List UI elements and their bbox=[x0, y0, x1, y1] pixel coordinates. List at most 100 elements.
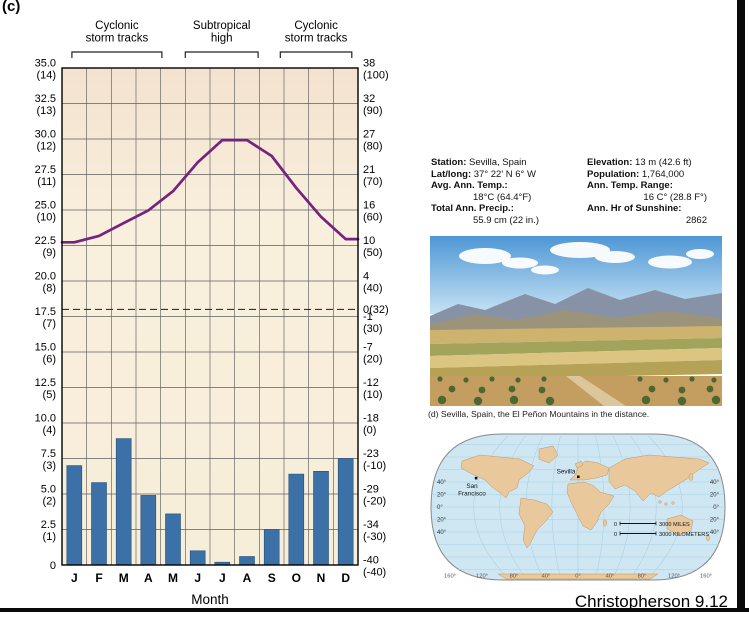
svg-text:Sevilla: Sevilla bbox=[557, 469, 576, 476]
sevilla-photo-svg bbox=[430, 236, 722, 406]
svg-text:J: J bbox=[194, 571, 201, 585]
svg-text:-23: -23 bbox=[363, 448, 379, 460]
svg-text:32: 32 bbox=[363, 93, 375, 105]
precip-bar bbox=[115, 438, 132, 566]
svg-text:(100): (100) bbox=[363, 70, 389, 82]
svg-text:(60): (60) bbox=[363, 212, 383, 224]
map-lon-labels: 160° 120° 80° 40° 0° 40° 80° 120° 160° bbox=[444, 574, 712, 580]
plot-border bbox=[61, 67, 359, 566]
station-col2: Elevation: 13 m (42.6 ft) Population: 1,7… bbox=[587, 157, 733, 227]
svg-text:(-10): (-10) bbox=[363, 460, 386, 472]
svg-text:(14): (14) bbox=[36, 70, 56, 82]
svg-text:-1: -1 bbox=[363, 311, 373, 323]
svg-text:(12): (12) bbox=[36, 141, 56, 153]
svg-text:22.5: 22.5 bbox=[35, 235, 56, 247]
svg-text:(2): (2) bbox=[43, 496, 56, 508]
precip-bar bbox=[313, 470, 329, 566]
photo-clouds bbox=[459, 242, 714, 275]
svg-text:20.0: 20.0 bbox=[35, 271, 56, 283]
svg-text:D: D bbox=[341, 571, 350, 585]
station-line: Lat/long: 37° 22' N 6° W bbox=[431, 168, 536, 180]
svg-text:-40: -40 bbox=[363, 555, 379, 567]
svg-text:10: 10 bbox=[363, 235, 375, 247]
precip-bar bbox=[165, 513, 181, 566]
svg-text:10.0: 10.0 bbox=[35, 413, 56, 425]
svg-text:(30): (30) bbox=[363, 323, 383, 335]
san-francisco-marker bbox=[474, 476, 478, 480]
svg-text:(90): (90) bbox=[363, 105, 383, 117]
station-col1: Station: Sevilla, Spain Lat/long: 37° 22'… bbox=[431, 157, 577, 227]
svg-text:5.0: 5.0 bbox=[41, 484, 56, 496]
svg-text:A: A bbox=[243, 571, 252, 585]
svg-text:16: 16 bbox=[363, 200, 375, 212]
svg-text:(11): (11) bbox=[37, 176, 56, 188]
station-line: 16 C° (28.8 F°) bbox=[643, 191, 707, 203]
photo-track bbox=[566, 376, 626, 406]
photo-olive-trees bbox=[437, 376, 721, 406]
world-map-svg: San Francisco Sevilla 40° 20° 0° 20° 40°… bbox=[430, 433, 726, 581]
svg-text:storm tracks: storm tracks bbox=[86, 33, 149, 45]
svg-text:(0): (0) bbox=[363, 425, 376, 437]
world-map: San Francisco Sevilla 40° 20° 0° 20° 40°… bbox=[428, 428, 728, 586]
svg-text:(7): (7) bbox=[43, 318, 56, 330]
svg-text:0°: 0° bbox=[437, 505, 443, 511]
svg-text:(-40): (-40) bbox=[363, 567, 386, 579]
svg-text:J: J bbox=[219, 571, 226, 585]
svg-text:40°: 40° bbox=[437, 530, 447, 536]
svg-text:M: M bbox=[168, 571, 178, 585]
precip-bar bbox=[189, 550, 206, 566]
map-city-labels: San Francisco Sevilla bbox=[458, 469, 580, 498]
right-axis-labels: 38(100) 32(90) 27(80) 21(70) 16(60) 10(50) 4(4… bbox=[363, 58, 389, 579]
precip-bar bbox=[91, 482, 107, 566]
svg-text:40°: 40° bbox=[710, 480, 720, 486]
precip-bar bbox=[337, 458, 354, 566]
svg-text:20°: 20° bbox=[437, 493, 447, 499]
svg-text:21: 21 bbox=[363, 164, 375, 176]
svg-text:-12: -12 bbox=[363, 377, 379, 389]
svg-text:-18: -18 bbox=[363, 413, 379, 425]
photo-fields bbox=[430, 326, 722, 380]
precip-bar bbox=[239, 556, 255, 566]
svg-text:40°: 40° bbox=[437, 480, 447, 486]
svg-text:20°: 20° bbox=[437, 518, 447, 524]
precip-bar bbox=[263, 529, 280, 566]
svg-text:-7: -7 bbox=[363, 342, 373, 354]
svg-text:(1): (1) bbox=[43, 531, 56, 543]
svg-text:(4): (4) bbox=[43, 425, 56, 437]
svg-text:San: San bbox=[466, 483, 478, 490]
svg-text:Francisco: Francisco bbox=[458, 491, 486, 498]
svg-text:(6): (6) bbox=[43, 354, 56, 366]
svg-text:Cyclonic: Cyclonic bbox=[294, 20, 338, 32]
svg-text:(40): (40) bbox=[363, 283, 383, 295]
panel-label-chart: (c) bbox=[2, 0, 21, 15]
svg-text:(3): (3) bbox=[43, 460, 56, 472]
climograph: 35.0 (14) 32.5 (13) 30.0 (12) 27.5 (11) 25.0 (10)… bbox=[35, 20, 389, 607]
station-line: 2862 bbox=[685, 214, 707, 226]
svg-text:7.5: 7.5 bbox=[41, 448, 56, 460]
svg-text:38: 38 bbox=[363, 58, 375, 70]
x-axis-title: Month bbox=[191, 592, 229, 607]
figure-credit: Christopherson 9.12 bbox=[574, 592, 728, 611]
svg-text:80°: 80° bbox=[638, 574, 647, 580]
svg-text:(10): (10) bbox=[36, 212, 56, 224]
svg-text:160°: 160° bbox=[700, 574, 712, 580]
map-lat-labels: 40° 20° 0° 20° 40° 40° 20° 0° 20° 40° bbox=[437, 480, 720, 536]
svg-text:35.0: 35.0 bbox=[35, 58, 56, 70]
svg-text:120°: 120° bbox=[668, 574, 680, 580]
svg-text:40°: 40° bbox=[606, 574, 615, 580]
svg-text:20°: 20° bbox=[710, 518, 720, 524]
svg-text:20°: 20° bbox=[710, 493, 720, 499]
map-scale: 0 3000 MILES 0 3000 KILOMETERS bbox=[614, 521, 709, 538]
station-line: 55.9 cm (22 in.) bbox=[473, 214, 539, 226]
station-line: Total Ann. Precip.: bbox=[431, 203, 514, 215]
svg-text:0: 0 bbox=[50, 560, 56, 572]
sevilla-photo bbox=[430, 236, 722, 406]
svg-text:O: O bbox=[292, 571, 301, 585]
svg-text:40°: 40° bbox=[710, 530, 720, 536]
precip-bar bbox=[66, 465, 83, 566]
photo-caption: (d) Sevilla, Spain, the El Peñon Mountai… bbox=[428, 409, 650, 419]
svg-text:(50): (50) bbox=[363, 247, 383, 259]
svg-text:(8): (8) bbox=[43, 283, 56, 295]
